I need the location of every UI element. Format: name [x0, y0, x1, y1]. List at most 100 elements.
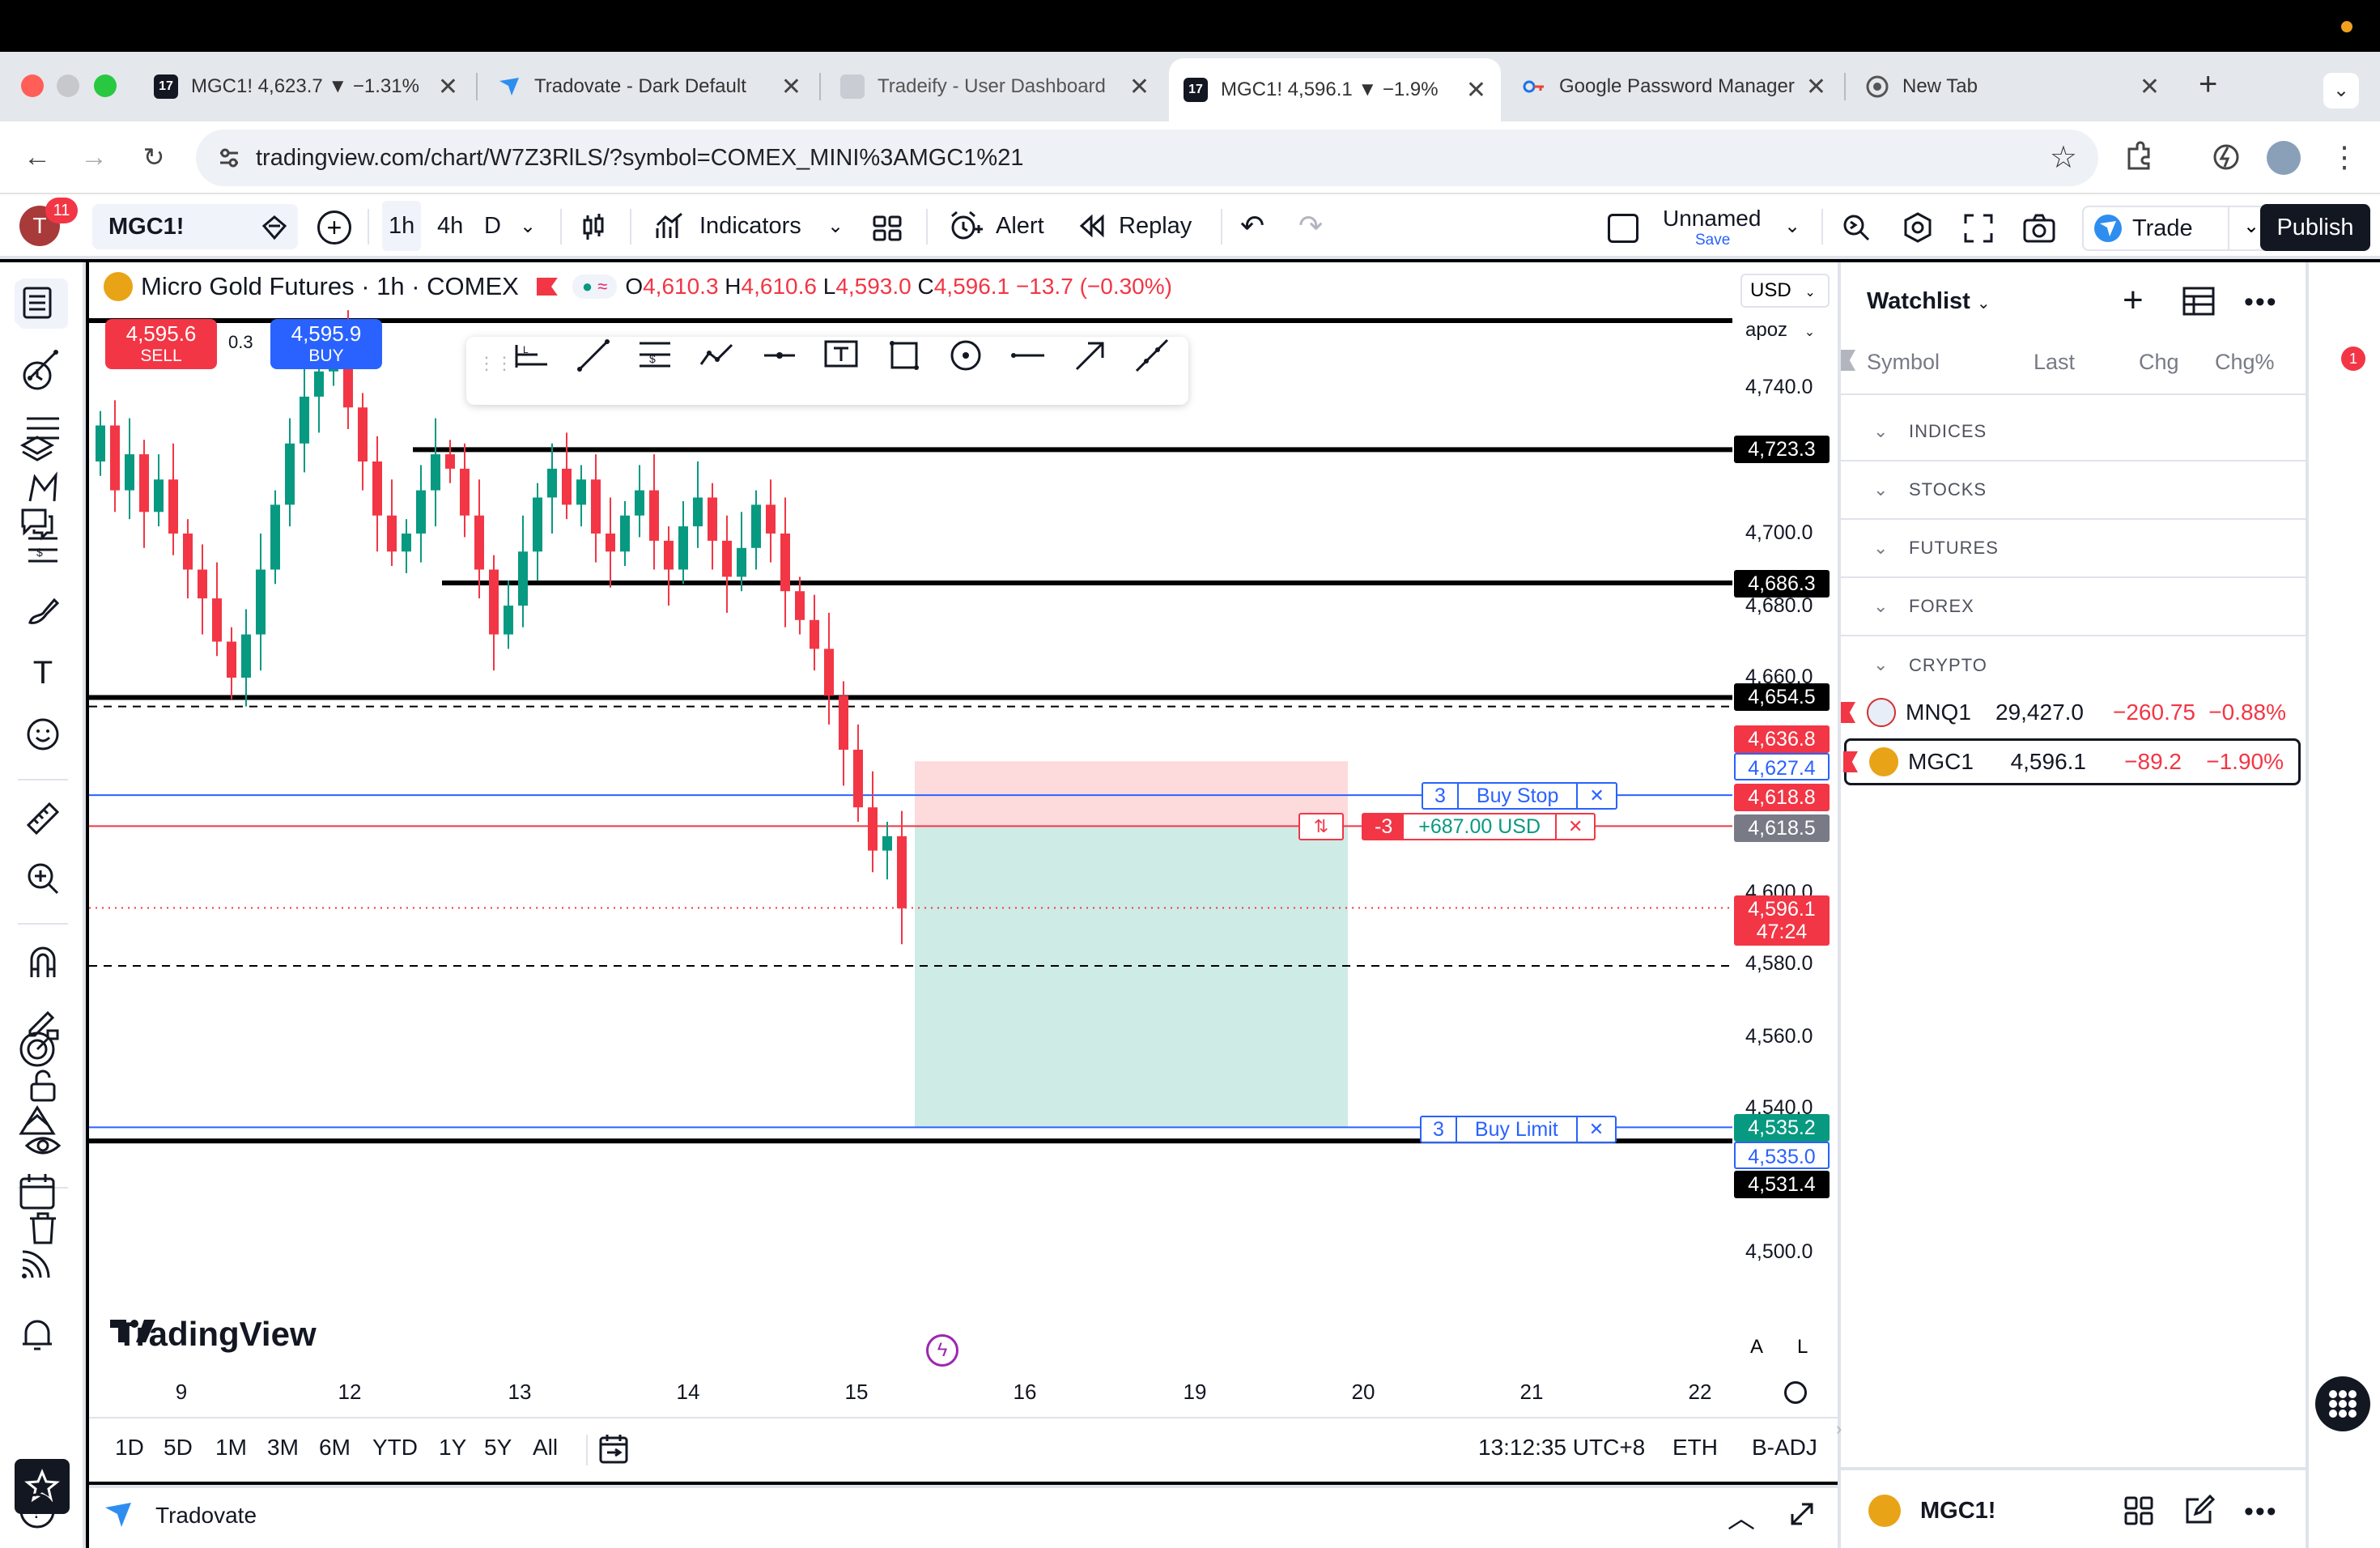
- range-6m[interactable]: 6M: [319, 1435, 351, 1460]
- buy-button[interactable]: 4,595.9 BUY: [270, 319, 382, 369]
- buy-limit-price-label[interactable]: 4,535.2: [1734, 1114, 1830, 1142]
- col-chgp[interactable]: Chg%: [2215, 350, 2275, 374]
- text-box-icon[interactable]: [822, 337, 860, 374]
- compare-diamond-icon[interactable]: [259, 212, 290, 243]
- alerts-sidebar-icon[interactable]: [15, 351, 60, 397]
- minimize-window-button[interactable]: [57, 74, 79, 97]
- quick-search-icon[interactable]: [1839, 211, 1873, 245]
- adjust-button[interactable]: B-ADJ: [1752, 1435, 1817, 1460]
- details-more-icon[interactable]: •••: [2244, 1496, 2278, 1527]
- trade-button[interactable]: Trade: [2082, 206, 2229, 251]
- new-tab-button[interactable]: +: [2199, 66, 2218, 102]
- watchlist-sidebar-icon[interactable]: [15, 280, 60, 325]
- section-indices[interactable]: ⌄ INDICES: [1838, 403, 2306, 461]
- redo-button[interactable]: ↷: [1298, 209, 1324, 242]
- layout-dropdown-icon[interactable]: ⌄: [1784, 215, 1801, 237]
- tab-mgc1-first[interactable]: 17 MGC1! 4,623.7 ▼ −1.31% ✕: [139, 62, 473, 112]
- range-1m[interactable]: 1M: [215, 1435, 247, 1460]
- chart-canvas[interactable]: [89, 262, 1838, 1420]
- range-1y[interactable]: 1Y: [439, 1435, 467, 1460]
- cancel-order-icon[interactable]: ✕: [1589, 785, 1604, 806]
- log-scale-button[interactable]: L: [1797, 1336, 1808, 1358]
- reload-button[interactable]: ↻: [142, 142, 165, 172]
- lock-icon[interactable]: [18, 1061, 68, 1111]
- tab-google-password[interactable]: Google Password Manager ✕: [1507, 62, 1841, 112]
- site-info-icon[interactable]: [214, 142, 244, 173]
- more-options-icon[interactable]: •••: [2244, 287, 2278, 317]
- tab-search-button[interactable]: ⌄: [2323, 73, 2359, 108]
- col-last[interactable]: Last: [2034, 350, 2076, 374]
- close-tab-icon[interactable]: ✕: [1128, 73, 1150, 100]
- drag-handle-icon[interactable]: ⋮⋮: [478, 353, 513, 373]
- trash-icon[interactable]: [18, 1203, 68, 1253]
- watchlist-row[interactable]: MNQ1 29,427.0 −260.75 −0.88%: [1841, 690, 2301, 735]
- settings-icon[interactable]: [1901, 211, 1935, 245]
- pattern-icon[interactable]: [18, 463, 68, 513]
- chart-type-candles-icon[interactable]: [578, 212, 609, 243]
- date-range-icon[interactable]: [597, 1433, 630, 1465]
- buy-limit-order[interactable]: 3 Buy Limit ✕: [1420, 1116, 1617, 1143]
- entry-price-label[interactable]: 4,618.8: [1734, 784, 1830, 811]
- chat-icon[interactable]: [15, 500, 60, 546]
- trend-line-icon[interactable]: [575, 337, 612, 374]
- level-label[interactable]: 4,686.3: [1734, 570, 1830, 598]
- tab-mgc1-active[interactable]: 17 MGC1! 4,596.1 ▼ −1.9% ✕: [1169, 58, 1501, 121]
- position-tag[interactable]: -3 +687.00 USD ✕: [1362, 813, 1596, 840]
- advanced-view-icon[interactable]: [2182, 287, 2215, 316]
- profile-avatar[interactable]: [2267, 141, 2301, 175]
- indicators-dropdown-icon[interactable]: ⌄: [827, 215, 844, 237]
- range-5y[interactable]: 5Y: [484, 1435, 512, 1460]
- layout-grid-icon[interactable]: [871, 212, 903, 245]
- brush-icon[interactable]: [18, 586, 68, 636]
- range-5d[interactable]: 5D: [164, 1435, 193, 1460]
- session-button[interactable]: ETH: [1672, 1435, 1718, 1460]
- back-button[interactable]: ←: [23, 141, 51, 172]
- details-symbol[interactable]: MGC1!: [1920, 1498, 1996, 1524]
- tab-tradovate[interactable]: Tradovate - Dark Default ✕: [482, 62, 816, 112]
- broker-name[interactable]: Tradovate: [155, 1503, 257, 1528]
- buy-stop-order[interactable]: 3 Buy Stop ✕: [1422, 782, 1617, 810]
- watchlist-title[interactable]: Watchlist ⌄: [1867, 288, 1991, 314]
- bookmark-star-icon[interactable]: ☆: [2049, 141, 2077, 175]
- tp-label[interactable]: 4,636.8: [1734, 725, 1830, 753]
- layers-icon[interactable]: [15, 427, 60, 473]
- range-all[interactable]: All: [533, 1435, 559, 1460]
- maximize-panel-icon[interactable]: [1787, 1499, 1817, 1529]
- account-select[interactable]: apoz ⌄: [1745, 319, 1816, 341]
- close-window-button[interactable]: [21, 74, 44, 97]
- performance-icon[interactable]: [2207, 138, 2246, 176]
- horizontal-line-icon[interactable]: [761, 337, 798, 374]
- zoom-in-icon[interactable]: [18, 853, 68, 904]
- level-label[interactable]: 4,723.3: [1734, 436, 1830, 463]
- range-1d[interactable]: 1D: [115, 1435, 144, 1460]
- text-tool-icon[interactable]: T: [32, 654, 53, 691]
- timezone-clock[interactable]: 13:12:35 UTC+8: [1478, 1435, 1646, 1460]
- section-futures[interactable]: ⌄ FUTURES: [1838, 520, 2306, 578]
- range-3m[interactable]: 3M: [267, 1435, 299, 1460]
- add-symbol-button[interactable]: +: [317, 211, 351, 245]
- layout-checkbox-icon[interactable]: [1608, 214, 1638, 243]
- tab-new-tab[interactable]: New Tab ✕: [1851, 62, 2174, 112]
- details-layout-icon[interactable]: [2123, 1495, 2155, 1527]
- alert-button[interactable]: Alert: [941, 201, 1051, 251]
- path-icon[interactable]: [698, 337, 735, 374]
- calendar-icon[interactable]: [15, 1169, 60, 1214]
- rectangle-icon[interactable]: [886, 337, 923, 374]
- camera-icon[interactable]: [2022, 212, 2056, 245]
- position-price-label[interactable]: 4,618.5: [1734, 814, 1830, 842]
- horizontal-segment-icon[interactable]: [1010, 337, 1048, 374]
- indicators-button[interactable]: Indicators: [648, 201, 808, 251]
- ideas-icon[interactable]: [15, 1098, 60, 1143]
- browser-menu-icon[interactable]: ⋮: [2330, 140, 2359, 173]
- horizontal-ray-icon[interactable]: L: [513, 337, 550, 374]
- lightning-icon[interactable]: ϟ: [926, 1334, 958, 1367]
- emoji-icon[interactable]: [18, 709, 68, 759]
- long-position-icon[interactable]: $: [636, 337, 674, 374]
- magnet-icon[interactable]: [18, 938, 68, 988]
- flag-icon[interactable]: [1843, 751, 1858, 772]
- arrow-icon[interactable]: [1072, 337, 1109, 374]
- collapse-panel-icon[interactable]: ︿: [1728, 1503, 1755, 1534]
- products-menu-icon[interactable]: [2315, 1376, 2370, 1431]
- undo-button[interactable]: ↶: [1240, 209, 1265, 242]
- extended-line-icon[interactable]: [1133, 337, 1171, 374]
